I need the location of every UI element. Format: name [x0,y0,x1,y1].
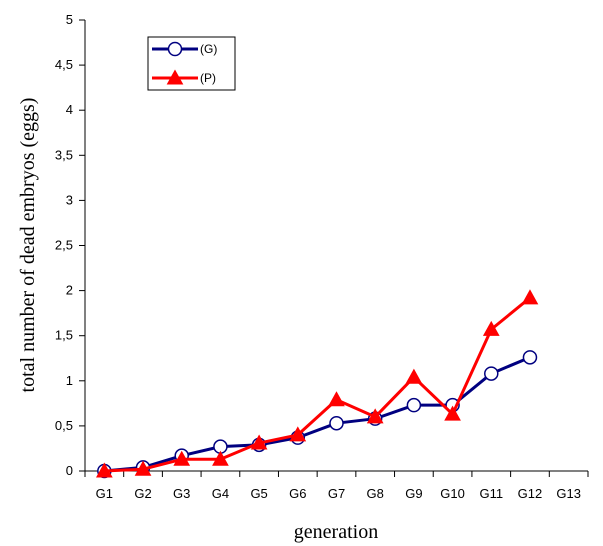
y-tick-label: 3 [66,192,73,207]
series-g [97,350,538,479]
series-p [95,289,539,478]
data-point [289,426,307,442]
legend-marker [166,69,184,85]
data-point [134,460,152,476]
x-tick-label: G8 [367,486,384,501]
x-tick-label: G5 [250,486,267,501]
data-point [444,405,461,421]
x-tick-label: G7 [328,486,345,501]
data-point [250,434,268,450]
legend-label: (P) [200,71,216,85]
x-tick-label: G13 [556,486,581,501]
data-point [406,397,422,413]
legend-box [147,36,236,91]
x-tick-label: G1 [96,486,113,501]
legend: (G) (P) [147,36,236,91]
x-tick-label: G4 [212,486,229,501]
y-tick-label: 4,5 [55,57,73,72]
x-tick-label: G9 [405,486,422,501]
y-tick-label: 3,5 [55,147,73,162]
series-layer [95,289,539,479]
data-point [95,462,113,478]
data-point [482,320,500,336]
y-tick-label: 2,5 [55,238,73,253]
y-tick-label: 2 [66,283,73,298]
x-axis-title: generation [294,521,378,543]
data-point [173,450,191,466]
data-point [328,391,345,407]
data-point [212,450,229,466]
x-tick-label: G10 [440,486,465,501]
legend-marker [167,41,183,57]
x-tick-label: G6 [289,486,306,501]
data-point [522,350,538,365]
x-tick-label: G12 [518,486,543,501]
data-point [484,366,499,381]
x-tick-label: G11 [479,486,503,501]
x-tick-label: G3 [173,486,190,501]
data-point [521,289,539,305]
legend-item-p: (P) [152,69,216,85]
data-point [366,408,384,424]
series-line [104,296,531,473]
legend-label: (G) [200,42,217,56]
legend-item-g: (G) [152,41,217,57]
x-ticks: G1 G2 G3 G4 G5 G6 G7 G8 G9 G10 G11 G12 G13 [84,471,589,501]
x-tick-label: G2 [134,486,151,501]
y-tick-label: 4 [66,102,73,117]
y-axis-title: total number of dead embryos (eggs) [17,98,39,393]
data-point [329,415,344,431]
legend-items: (G) (P) [152,41,217,85]
y-tick-label: 1,5 [55,328,73,343]
y-ticks: 0 0,5 1 1,5 2 2,5 3 3,5 4 4,5 5 [55,12,85,478]
series-line [104,355,531,473]
y-tick-label: 1 [66,373,73,388]
data-point [405,368,423,384]
y-tick-label: 0 [66,463,73,478]
y-tick-label: 0,5 [55,418,73,433]
y-tick-label: 5 [66,12,73,27]
